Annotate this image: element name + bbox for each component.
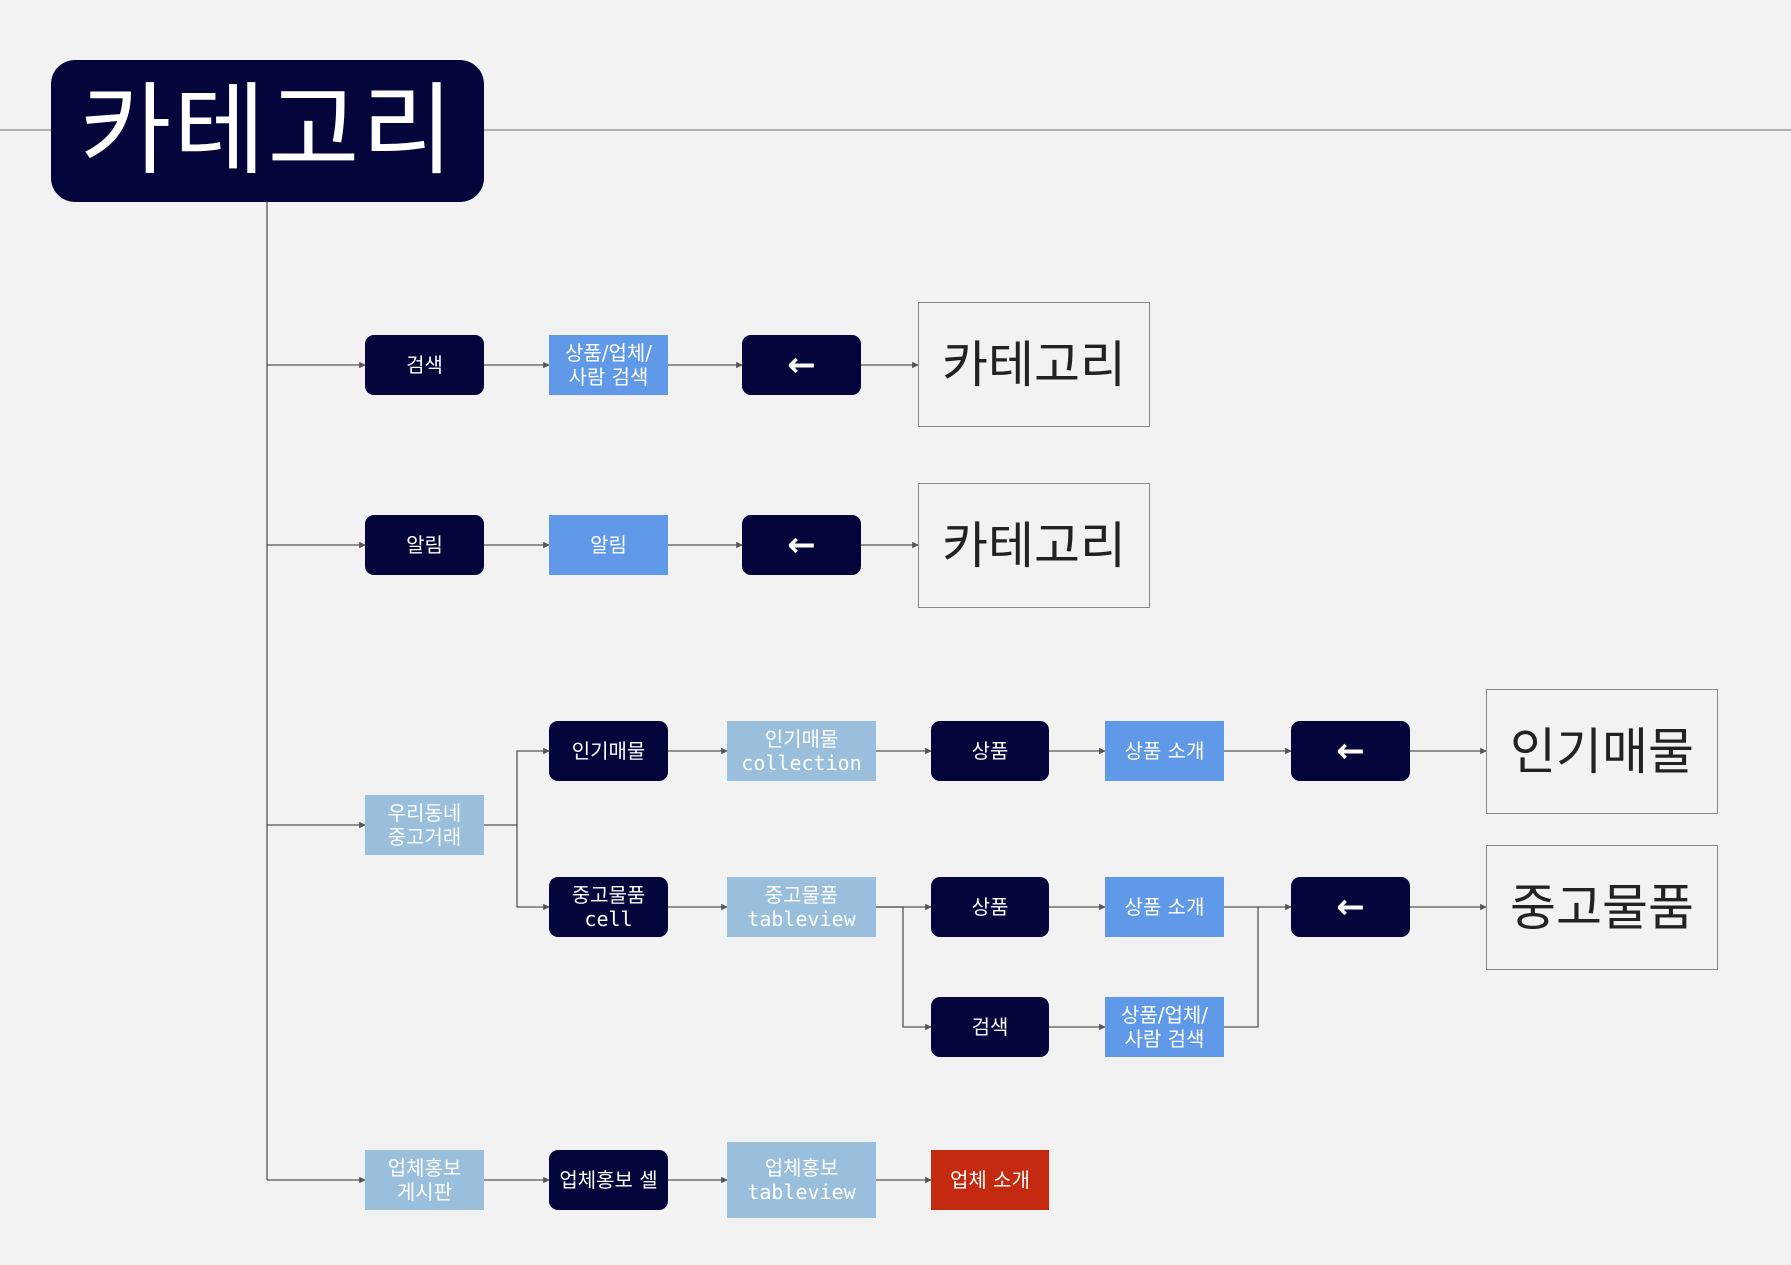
search-button[interactable]: 검색 — [931, 997, 1049, 1057]
used-goods-screen: 중고물품 — [1486, 845, 1718, 970]
company-detail-view[interactable]: 업체 소개 — [931, 1150, 1049, 1210]
category-screen: 카테고리 — [918, 302, 1150, 427]
company-promo-tableview[interactable]: 업체홍보 tableview — [727, 1142, 876, 1218]
popular-items-screen: 인기매물 — [1486, 689, 1718, 814]
search-view[interactable]: 상품/업체/ 사람 검색 — [549, 335, 668, 395]
notification-view[interactable]: 알림 — [549, 515, 668, 575]
notification-button[interactable]: 알림 — [365, 515, 484, 575]
company-promo-entry[interactable]: 업체홍보 게시판 — [365, 1150, 484, 1210]
product-button[interactable]: 상품 — [931, 877, 1049, 937]
used-goods-cell[interactable]: 중고물품 cell — [549, 877, 668, 937]
product-button[interactable]: 상품 — [931, 721, 1049, 781]
company-promo-cell[interactable]: 업체홍보 셀 — [549, 1150, 668, 1210]
back-arrow-icon[interactable]: ← — [742, 515, 861, 575]
search-view[interactable]: 상품/업체/ 사람 검색 — [1105, 997, 1224, 1057]
product-detail-view[interactable]: 상품 소개 — [1105, 721, 1224, 781]
back-arrow-icon[interactable]: ← — [1291, 721, 1410, 781]
used-trade-entry[interactable]: 우리동네 중고거래 — [365, 795, 484, 855]
popular-collection-view[interactable]: 인기매물 collection — [727, 721, 876, 781]
product-detail-view[interactable]: 상품 소개 — [1105, 877, 1224, 937]
search-button[interactable]: 검색 — [365, 335, 484, 395]
page-title: 카테고리 — [51, 60, 484, 202]
category-screen: 카테고리 — [918, 483, 1150, 608]
popular-items-button[interactable]: 인기매물 — [549, 721, 668, 781]
back-arrow-icon[interactable]: ← — [1291, 877, 1410, 937]
back-arrow-icon[interactable]: ← — [742, 335, 861, 395]
used-goods-tableview[interactable]: 중고물품 tableview — [727, 877, 876, 937]
